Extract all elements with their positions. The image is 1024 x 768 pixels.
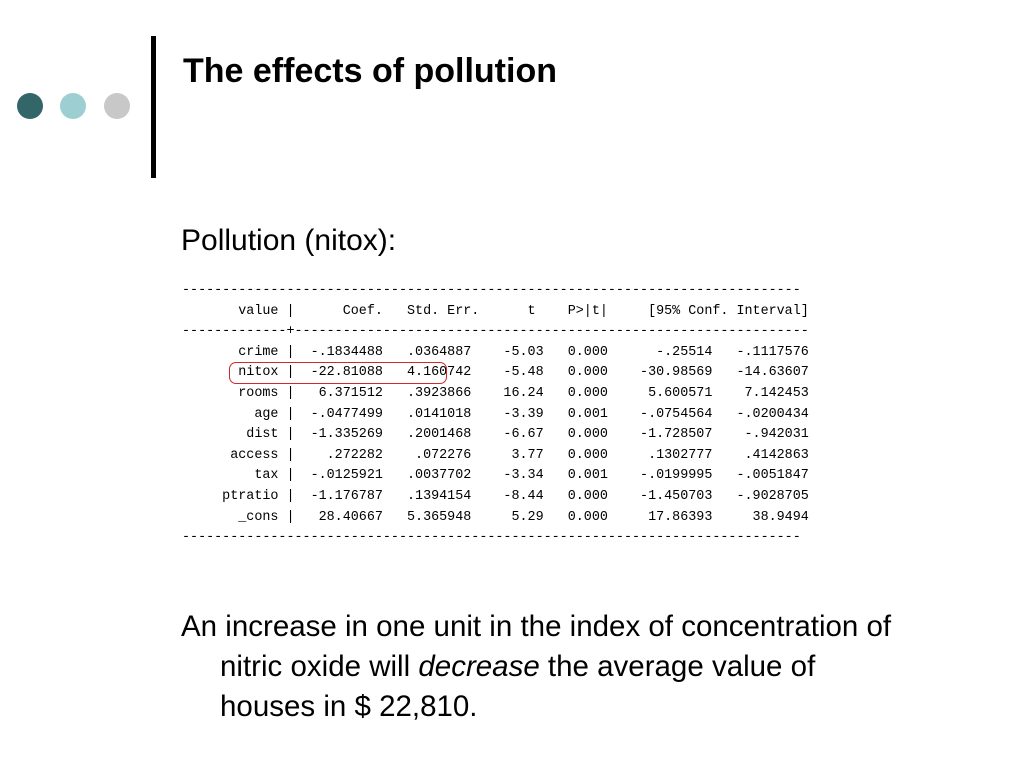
conclusion-paragraph: An increase in one unit in the index of … <box>181 607 1011 727</box>
table-row: _cons | 28.40667 5.365948 5.29 0.000 17.… <box>182 509 809 525</box>
table-header-row: value | Coef. Std. Err. t P>|t| [95% Con… <box>182 303 809 319</box>
table-row: ptratio | -1.176787 .1394154 -8.44 0.000… <box>182 488 809 504</box>
decorative-dot-light <box>60 93 86 119</box>
table-row-nitox: nitox | -22.81088 4.160742 -5.48 0.000 -… <box>182 365 809 381</box>
section-heading: Pollution (nitox): <box>181 224 397 257</box>
table-row: tax | -.0125921 .0037702 -3.34 0.001 -.0… <box>182 468 809 484</box>
conclusion-line-1: An increase in one unit in the index of … <box>181 610 892 643</box>
table-row: dist | -1.335269 .2001468 -6.67 0.000 -1… <box>182 427 809 443</box>
regression-output-table: ----------------------------------------… <box>182 281 809 549</box>
title-divider-bar <box>151 36 156 178</box>
slide-title: The effects of pollution <box>183 52 557 90</box>
conclusion-line-2: nitric oxide will decrease the average v… <box>181 647 1011 687</box>
decorative-dot-dark <box>17 93 43 119</box>
conclusion-text: the average value of <box>539 650 816 683</box>
nitox-highlight-box <box>229 362 447 384</box>
table-row: age | -.0477499 .0141018 -3.39 0.001 -.0… <box>182 406 809 422</box>
conclusion-text: nitric oxide will <box>220 650 419 683</box>
table-row: crime | -.1834488 .0364887 -5.03 0.000 -… <box>182 344 809 360</box>
emphasis-decrease: decrease <box>418 650 540 683</box>
table-rule-top: ----------------------------------------… <box>182 283 801 298</box>
table-row: rooms | 6.371512 .3923866 16.24 0.000 5.… <box>182 385 809 401</box>
conclusion-line-3: houses in $ 22,810. <box>220 690 478 723</box>
table-header-rule: -------------+--------------------------… <box>182 324 809 340</box>
table-rule-bottom: ----------------------------------------… <box>182 530 801 546</box>
table-row: access | .272282 .072276 3.77 0.000 .130… <box>182 447 809 463</box>
decorative-dot-gray <box>104 93 130 119</box>
